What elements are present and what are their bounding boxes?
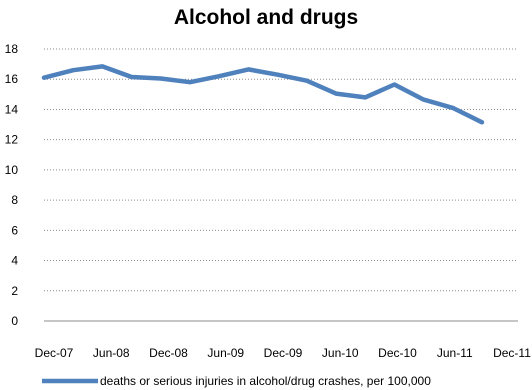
legend: deaths or serious injuries in alcohol/dr…	[42, 374, 431, 388]
y-tick-label: 4	[11, 254, 18, 268]
chart-title: Alcohol and drugs	[173, 6, 359, 29]
y-tick-label: 12	[5, 133, 19, 147]
x-tick-label: Jun-10	[322, 346, 359, 360]
x-tick-label: Dec-09	[264, 346, 303, 360]
x-tick-label: Dec-11	[493, 346, 531, 360]
x-tick-label: Dec-10	[378, 346, 417, 360]
x-tick-label: Dec-08	[149, 346, 188, 360]
x-tick-label: Dec-07	[35, 346, 74, 360]
x-axis-ticks: Dec-07 Jun-08 Dec-08 Jun-09 Dec-09 Jun-10 Dec-…	[35, 346, 532, 360]
x-tick-label: Jun-09	[207, 346, 244, 360]
y-tick-label: 6	[11, 223, 18, 237]
y-tick-label: 14	[5, 102, 19, 116]
y-tick-label: 0	[11, 314, 18, 328]
series-line	[41, 64, 485, 125]
y-tick-label: 10	[5, 163, 19, 177]
x-tick-label: Jun-11	[437, 346, 473, 360]
grid-lines	[44, 48, 518, 322]
legend-label: deaths or serious injuries in alcohol/dr…	[100, 374, 431, 388]
y-tick-label: 16	[5, 72, 19, 86]
y-tick-label: 18	[5, 42, 19, 56]
y-tick-label: 2	[11, 284, 18, 298]
series-lines	[41, 64, 485, 125]
y-axis-ticks: 0 2 4 6 8 10 12 14 16 18	[5, 42, 19, 328]
y-tick-label: 8	[11, 193, 18, 207]
x-tick-label: Jun-08	[93, 346, 130, 360]
